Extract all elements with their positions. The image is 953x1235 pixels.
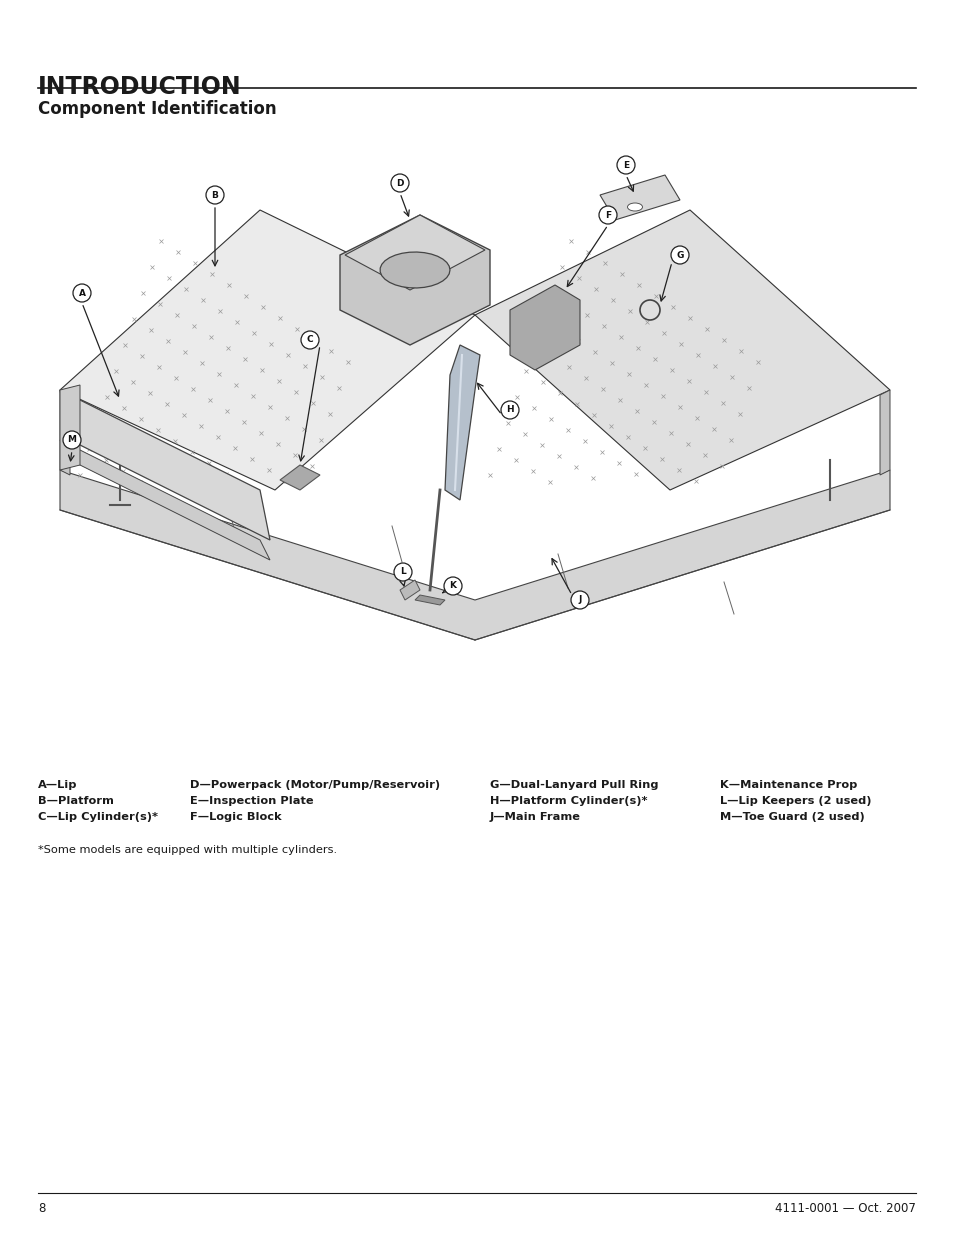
- Text: G: G: [676, 251, 683, 259]
- Polygon shape: [399, 580, 419, 600]
- Text: B—Platform: B—Platform: [38, 797, 113, 806]
- Polygon shape: [60, 440, 270, 559]
- Text: C: C: [306, 336, 313, 345]
- Text: D: D: [395, 179, 403, 188]
- Circle shape: [73, 284, 91, 303]
- Text: J: J: [578, 595, 581, 604]
- Text: L: L: [399, 568, 405, 577]
- Circle shape: [443, 577, 461, 595]
- Text: F: F: [604, 210, 611, 220]
- Text: L—Lip Keepers (2 used): L—Lip Keepers (2 used): [720, 797, 871, 806]
- Polygon shape: [475, 210, 889, 490]
- Polygon shape: [339, 215, 490, 345]
- Circle shape: [617, 156, 635, 174]
- Polygon shape: [60, 385, 80, 471]
- Polygon shape: [60, 390, 70, 475]
- Polygon shape: [415, 595, 444, 605]
- Circle shape: [598, 206, 617, 224]
- Text: A—Lip: A—Lip: [38, 781, 77, 790]
- Text: 4111-0001 — Oct. 2007: 4111-0001 — Oct. 2007: [774, 1202, 915, 1215]
- Text: K—Maintenance Prop: K—Maintenance Prop: [720, 781, 857, 790]
- Polygon shape: [510, 285, 579, 370]
- Text: M—Toe Guard (2 used): M—Toe Guard (2 used): [720, 811, 863, 823]
- Ellipse shape: [627, 203, 641, 211]
- Text: D—Powerpack (Motor/Pump/Reservoir): D—Powerpack (Motor/Pump/Reservoir): [190, 781, 439, 790]
- Polygon shape: [599, 175, 679, 220]
- Circle shape: [391, 174, 409, 191]
- Text: J—Main Frame: J—Main Frame: [490, 811, 580, 823]
- Circle shape: [500, 401, 518, 419]
- Circle shape: [206, 186, 224, 204]
- Text: *Some models are equipped with multiple cylinders.: *Some models are equipped with multiple …: [38, 845, 336, 855]
- Polygon shape: [60, 390, 270, 540]
- Text: H: H: [506, 405, 514, 415]
- Text: E—Inspection Plate: E—Inspection Plate: [190, 797, 314, 806]
- Circle shape: [63, 431, 81, 450]
- Polygon shape: [345, 215, 484, 290]
- Text: G—Dual-Lanyard Pull Ring: G—Dual-Lanyard Pull Ring: [490, 781, 658, 790]
- Text: M: M: [68, 436, 76, 445]
- Circle shape: [301, 331, 318, 350]
- Polygon shape: [60, 210, 475, 490]
- Polygon shape: [380, 252, 450, 288]
- Text: Component Identification: Component Identification: [38, 100, 276, 119]
- Text: INTRODUCTION: INTRODUCTION: [38, 75, 241, 99]
- Polygon shape: [280, 466, 319, 490]
- Text: A: A: [78, 289, 86, 298]
- Circle shape: [571, 592, 588, 609]
- Text: F—Logic Block: F—Logic Block: [190, 811, 281, 823]
- Circle shape: [394, 563, 412, 580]
- Polygon shape: [60, 471, 889, 640]
- Text: C—Lip Cylinder(s)*: C—Lip Cylinder(s)*: [38, 811, 158, 823]
- Text: E: E: [622, 161, 628, 169]
- Polygon shape: [444, 345, 479, 500]
- Circle shape: [670, 246, 688, 264]
- Text: H—Platform Cylinder(s)*: H—Platform Cylinder(s)*: [490, 797, 647, 806]
- Text: B: B: [212, 190, 218, 200]
- Polygon shape: [879, 390, 889, 475]
- Text: 8: 8: [38, 1202, 46, 1215]
- Text: K: K: [449, 582, 456, 590]
